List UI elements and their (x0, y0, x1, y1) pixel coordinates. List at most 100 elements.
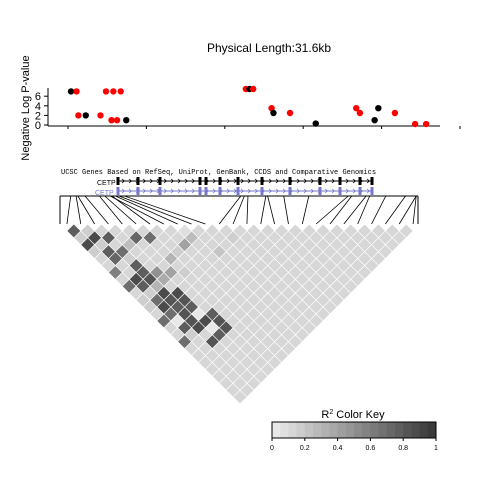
snp-connector (66, 195, 72, 225)
scatter-point (113, 117, 121, 124)
strand-arrow (177, 188, 182, 194)
strand-arrow (268, 188, 273, 194)
scatter-point (391, 109, 399, 117)
color-key-swatch (403, 422, 412, 438)
strand-arrow (268, 178, 273, 184)
y-tick-label: 4 (35, 101, 41, 113)
color-key-tick-label: 0.8 (398, 445, 408, 452)
color-key-swatch (427, 422, 437, 438)
scatter-point (411, 120, 419, 128)
color-key-title-sup: 2 (329, 409, 333, 416)
exon-block (158, 177, 162, 185)
snp-connector (329, 195, 353, 225)
strand-arrow (142, 188, 147, 194)
y-tick-label: 2 (35, 110, 41, 122)
strand-arrow (275, 188, 280, 194)
strand-arrow (212, 188, 217, 194)
exon-block (318, 177, 322, 185)
gene-label-1: CETP (97, 180, 116, 187)
exon-block (370, 187, 374, 195)
color-key-swatch (362, 422, 371, 438)
color-key: R2 Color Key 0 0.2 0.4 0.6 0.8 1 (270, 409, 438, 452)
strand-arrow (163, 178, 168, 184)
color-key-bar (271, 421, 437, 439)
strand-arrow (296, 178, 301, 184)
strand-arrow (191, 178, 196, 184)
snp-connector (109, 195, 165, 225)
snp-connector (115, 195, 178, 225)
strand-arrow (247, 188, 252, 194)
color-key-swatch (395, 422, 404, 438)
strand-arrow (226, 178, 231, 184)
strand-arrow (149, 178, 154, 184)
scatter-point (312, 120, 319, 127)
snp-connector (371, 195, 387, 225)
strand-arrow (191, 188, 196, 194)
color-key-tick-label: 0.6 (366, 445, 376, 452)
strand-arrow (184, 188, 189, 194)
scatter-point (97, 112, 104, 119)
color-key-swatch (296, 422, 306, 438)
strand-arrow (254, 188, 259, 194)
scatter-point (356, 109, 364, 117)
snp-connector (124, 195, 206, 225)
exon-block (116, 177, 120, 185)
scatter-points (67, 85, 430, 128)
exon-block (236, 177, 240, 185)
strand-arrow (240, 178, 245, 184)
strand-arrow (345, 178, 350, 184)
scatter-point (371, 117, 378, 124)
strand-arrow (303, 188, 308, 194)
color-key-swatch (411, 422, 420, 438)
snp-connector (84, 195, 109, 225)
scatter-point (67, 88, 75, 95)
y-tick-label: 6 (35, 91, 41, 103)
y-tick-label: 0 (35, 120, 41, 132)
strand-arrow (352, 188, 357, 194)
strand-arrow (128, 188, 133, 194)
color-key-swatch (386, 422, 396, 438)
color-key-tick-label: 0.4 (333, 445, 343, 452)
exon-block (136, 187, 140, 195)
exon-block (198, 177, 202, 185)
strand-arrow (352, 178, 357, 184)
exon-block (158, 187, 162, 195)
snp-connector (118, 195, 192, 225)
scatter-point (82, 112, 89, 119)
exon-block (338, 177, 342, 185)
exon-block (288, 187, 292, 195)
scatter-point (375, 105, 382, 112)
color-key-tick-label: 0 (270, 445, 274, 452)
strand-arrow (331, 178, 336, 184)
strand-arrow (324, 178, 329, 184)
scatter-point (108, 117, 115, 124)
strand-arrow (310, 188, 315, 194)
y-axis-label: Negative Log P-value (20, 55, 32, 160)
scatter-point (286, 109, 294, 117)
exon-block (218, 177, 222, 185)
gene-models (116, 177, 374, 195)
snp-position-map (59, 195, 419, 225)
strand-arrow (331, 188, 336, 194)
exon-block (370, 177, 374, 185)
snp-connector (315, 195, 349, 225)
snp-connector (357, 195, 371, 225)
scatter-point (268, 105, 275, 112)
strand-arrow (282, 178, 287, 184)
strand-arrow (163, 188, 168, 194)
track-header: UCSC Genes Based on RefSeq, UniProt, Gen… (61, 169, 376, 177)
strand-arrow (366, 178, 371, 184)
color-key-title-suffix: Color Key (333, 409, 385, 421)
scatter-point (75, 112, 82, 119)
color-key-swatch (288, 422, 297, 438)
color-key-swatch (337, 422, 347, 438)
strand-arrow (275, 178, 280, 184)
color-key-swatch (354, 422, 363, 438)
exon-block (204, 177, 208, 185)
snp-connector (398, 195, 417, 225)
exon-block (204, 187, 208, 195)
exon-block (260, 177, 264, 185)
exon-block (318, 187, 322, 195)
